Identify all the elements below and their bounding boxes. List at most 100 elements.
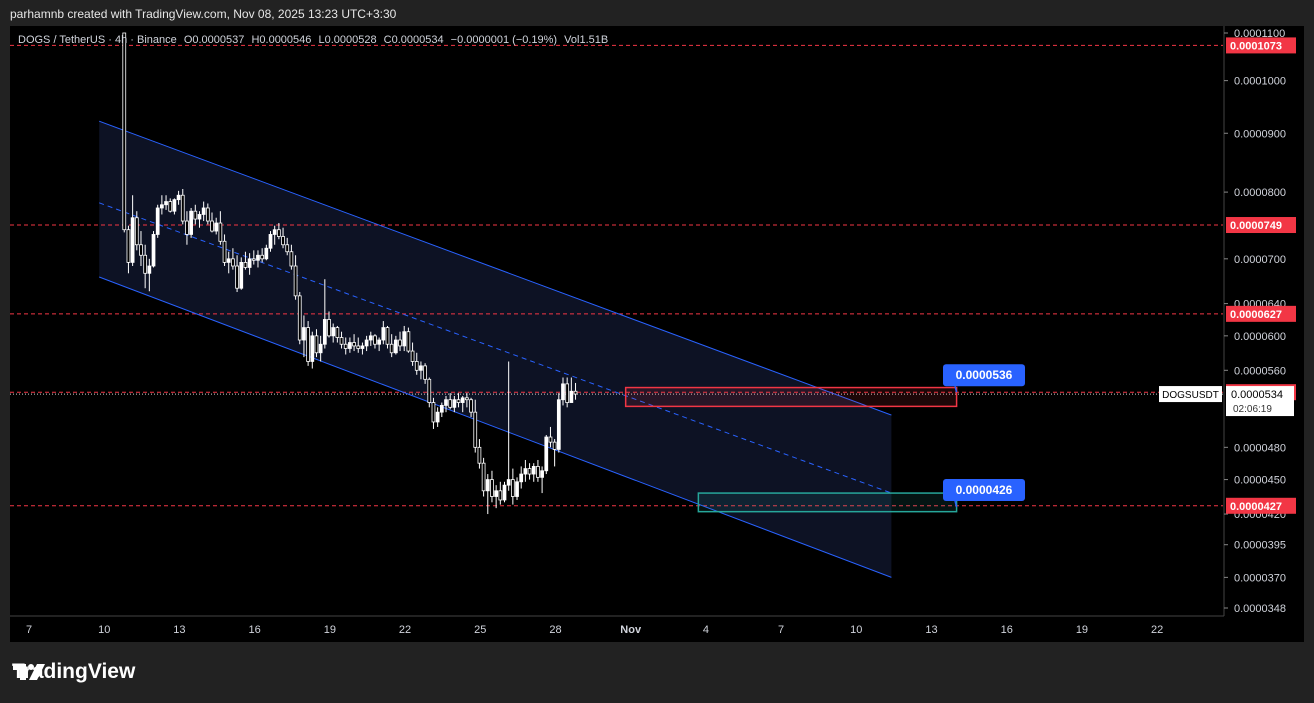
candle-body [502, 484, 507, 501]
x-tick-label: 16 [249, 624, 261, 636]
candle-body [548, 436, 553, 443]
candle-body [498, 490, 503, 501]
callout-label-1: 0.0000426 [956, 483, 1013, 497]
ohlc-legend: DOGS / TetherUS · 4h · Binance O0.000053… [18, 34, 612, 46]
footer [0, 642, 1314, 703]
candle-body [235, 265, 239, 289]
candle-body [297, 295, 302, 341]
candle-body [448, 399, 453, 408]
candle-body [381, 327, 386, 341]
candle-body [193, 210, 198, 220]
candle-body [435, 411, 440, 423]
candle-body [368, 335, 373, 341]
candle-body [485, 479, 490, 492]
x-tick-label: 13 [173, 624, 185, 636]
candle-body [364, 339, 369, 347]
candle-body [527, 468, 532, 475]
legend-volume: Vol1.51B [564, 34, 609, 46]
candle-body [536, 466, 540, 478]
candle-body [452, 399, 457, 408]
candle-body [414, 361, 419, 371]
candle-body [256, 254, 260, 261]
candle-body [327, 319, 331, 337]
candle-body [306, 327, 310, 362]
candle-body [126, 229, 131, 263]
symbol-tag [1159, 386, 1222, 403]
candle-body [264, 247, 269, 260]
candle-body [197, 214, 202, 220]
candle-body [465, 397, 469, 401]
callout-pointer-0 [954, 386, 958, 393]
callout-label-0: 0.0000536 [956, 368, 1013, 382]
y-tick-label: 0.0000900 [1234, 128, 1286, 140]
y-tick-label: 0.0001100 [1234, 28, 1285, 40]
level-price-tag-4 [1226, 497, 1296, 514]
y-tick-label: 0.0000800 [1234, 187, 1286, 199]
candle-body [519, 473, 524, 483]
candle-body [185, 220, 189, 235]
candle-body [218, 222, 223, 242]
candle-body [515, 481, 519, 497]
level-price-label-0: 0.0001073 [1230, 40, 1282, 52]
credit-bar: parhamnb created with TradingView.com, N… [0, 0, 1314, 26]
candle-body [343, 343, 348, 349]
candle-body [285, 244, 290, 253]
candle-body [335, 327, 340, 338]
x-tick-label: 7 [778, 624, 784, 636]
channel-middle-line [99, 202, 892, 494]
candle-body [552, 441, 557, 450]
candle-body [247, 258, 252, 268]
x-tick-label: 19 [1076, 624, 1088, 636]
candle-body [189, 210, 193, 235]
legend-high: H0.0000546 [251, 34, 312, 46]
y-tick-label: 0.0000480 [1234, 442, 1286, 454]
candle-body [277, 229, 281, 237]
candle-body [427, 378, 432, 403]
candle-body [210, 220, 214, 232]
candle-body [523, 468, 528, 475]
candle-body [477, 446, 482, 464]
candle-body [239, 262, 244, 289]
x-tick-label: 13 [925, 624, 937, 636]
level-price-tag-1 [1226, 217, 1296, 234]
legend-symbol[interactable]: DOGS / TetherUS · 4h · Binance [18, 34, 177, 46]
candle-body [172, 199, 177, 212]
last-price-label: 0.0000534 [1231, 389, 1283, 401]
candle-body [473, 411, 478, 448]
x-tick-label: 16 [1001, 624, 1013, 636]
x-tick-label: 10 [850, 624, 862, 636]
candle-body [151, 234, 156, 267]
candle-body [147, 265, 152, 274]
credit-text: parhamnb created with TradingView.com, N… [10, 7, 397, 21]
candle-body [293, 265, 298, 297]
candle-body [373, 335, 377, 345]
candle-body [302, 327, 306, 341]
candle-body [385, 327, 390, 345]
candle-body [201, 207, 206, 215]
candle-body [155, 207, 160, 235]
candle-body [406, 331, 411, 352]
candle-body [251, 258, 256, 261]
y-tick-label: 0.0000395 [1234, 540, 1286, 552]
candle-body [460, 397, 465, 403]
level-price-label-1: 0.0000749 [1230, 220, 1282, 232]
candle-body [272, 229, 277, 235]
price-chart[interactable]: 0.0000536 0.0000426 0.0001100 0.0001000 0.00… [0, 0, 1314, 642]
candle-body [439, 405, 444, 413]
callout-box-0 [943, 364, 1025, 387]
candle-body [573, 390, 578, 395]
resistance-zone [624, 386, 958, 408]
legend-change: −0.0000001 (−0.19%) [450, 34, 558, 46]
candle-body [314, 335, 319, 354]
candle-body [565, 383, 570, 403]
candle-body [444, 399, 448, 406]
candle-body [289, 251, 294, 267]
candle-body [402, 331, 407, 347]
candle-body [410, 350, 415, 362]
candle-body [506, 479, 511, 486]
x-tick-label: Nov [620, 624, 642, 636]
candle-body [481, 462, 486, 492]
candle-body [531, 466, 536, 475]
y-tick-label: 0.0000700 [1234, 254, 1286, 266]
tradingview-brand: TradingView [12, 660, 135, 684]
